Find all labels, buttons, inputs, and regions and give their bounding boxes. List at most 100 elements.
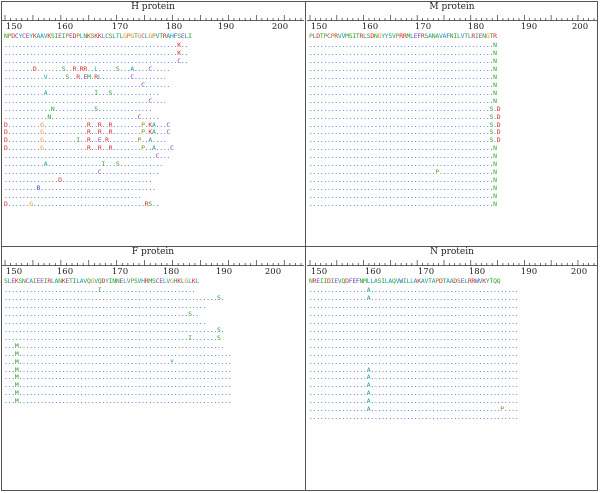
conserved-dot: . — [482, 357, 486, 366]
conserved-dot: . — [133, 293, 138, 302]
alignment-row: ........................................… — [4, 96, 188, 106]
conserved-dot: . — [14, 160, 19, 169]
conserved-dot: . — [18, 144, 23, 153]
residue: A — [366, 293, 371, 302]
conserved-dot: . — [43, 168, 48, 177]
conserved-dot: . — [87, 152, 91, 161]
conserved-dot: . — [79, 80, 84, 89]
conserved-dot: . — [18, 200, 23, 209]
conserved-dot: . — [36, 309, 41, 318]
conserved-dot: . — [388, 152, 393, 161]
conserved-dot: . — [144, 112, 149, 121]
conserved-dot: . — [413, 286, 418, 294]
conserved-dot: . — [25, 56, 30, 65]
conserved-dot: . — [352, 381, 356, 390]
residue: E — [11, 277, 15, 285]
conserved-dot: . — [334, 88, 338, 97]
conserved-dot: . — [144, 64, 149, 73]
conserved-dot: . — [327, 88, 331, 97]
conserved-dot: . — [373, 144, 378, 153]
residue: D — [4, 144, 8, 153]
conserved-dot: . — [97, 184, 102, 193]
conserved-dot: . — [50, 41, 55, 49]
conserved-dot: . — [475, 56, 479, 65]
conserved-dot: . — [413, 41, 418, 49]
conserved-dot: . — [123, 397, 127, 406]
conserved-dot: . — [413, 413, 418, 422]
residue: T — [319, 32, 324, 40]
conserved-dot: . — [180, 365, 185, 374]
conserved-dot: . — [58, 192, 62, 201]
conserved-dot: . — [319, 96, 324, 105]
alignment-row: ........................................… — [309, 144, 500, 153]
residue: P — [435, 277, 439, 285]
conserved-dot: . — [151, 112, 156, 121]
alignment-row: ........................................… — [309, 56, 500, 66]
conserved-dot: . — [449, 48, 454, 57]
residue: I — [188, 333, 192, 342]
conserved-dot: . — [489, 389, 494, 398]
conserved-dot: . — [345, 64, 349, 73]
conserved-dot: . — [334, 104, 338, 113]
conserved-dot: . — [413, 333, 418, 342]
conserved-dot: . — [29, 112, 33, 121]
conserved-dot: . — [431, 152, 436, 161]
conserved-dot: . — [482, 112, 486, 121]
conserved-dot: . — [101, 48, 106, 57]
conserved-dot: . — [25, 104, 30, 113]
conserved-dot: . — [105, 192, 109, 201]
conserved-dot: . — [319, 112, 324, 121]
conserved-dot: . — [424, 64, 429, 73]
residue: R — [79, 64, 84, 73]
conserved-dot: . — [316, 64, 320, 73]
conserved-dot: . — [47, 301, 51, 310]
conserved-dot: . — [180, 341, 185, 350]
conserved-dot: . — [363, 72, 367, 81]
residue: S — [115, 160, 120, 169]
residue: S — [133, 277, 138, 285]
conserved-dot: . — [406, 104, 411, 113]
conserved-dot: . — [133, 317, 138, 326]
conserved-dot: . — [115, 80, 120, 89]
residue: A — [36, 32, 41, 40]
conserved-dot: . — [101, 96, 106, 105]
conserved-dot: . — [101, 389, 106, 398]
conserved-dot: . — [471, 136, 476, 145]
conserved-dot: . — [180, 389, 185, 398]
residue: T — [68, 277, 73, 285]
conserved-dot: . — [395, 72, 400, 81]
conserved-dot: . — [40, 301, 44, 310]
conserved-dot: . — [312, 160, 317, 169]
conserved-dot: . — [424, 357, 429, 366]
conserved-dot: . — [475, 104, 479, 113]
conserved-dot: . — [76, 381, 80, 390]
alignment-row: ................A.......................… — [309, 286, 519, 295]
conserved-dot: . — [377, 373, 382, 382]
conserved-dot: . — [101, 104, 106, 113]
conserved-dot: . — [406, 80, 411, 89]
conserved-dot: . — [388, 176, 393, 185]
conserved-dot: . — [18, 286, 23, 294]
conserved-dot: . — [417, 80, 421, 89]
conserved-dot: . — [363, 301, 367, 310]
conserved-dot: . — [442, 144, 447, 153]
conserved-dot: . — [402, 144, 407, 153]
conserved-dot: . — [366, 120, 371, 129]
conserved-dot: . — [11, 200, 15, 209]
conserved-dot: . — [446, 349, 450, 358]
conserved-dot: . — [406, 357, 411, 366]
conserved-dot: . — [359, 136, 364, 145]
conserved-dot: . — [359, 317, 364, 326]
conserved-dot: . — [123, 301, 127, 310]
conserved-dot: . — [316, 120, 320, 129]
conserved-dot: . — [449, 333, 454, 342]
residue: Y — [105, 277, 109, 285]
conserved-dot: . — [482, 317, 486, 326]
conserved-dot: . — [334, 357, 338, 366]
conserved-dot: . — [370, 405, 374, 414]
conserved-dot: . — [381, 112, 385, 121]
conserved-dot: . — [453, 168, 457, 177]
conserved-dot: . — [90, 176, 95, 185]
conserved-dot: . — [141, 176, 145, 185]
tick-labels: 150 160 170 180 190 200 — [2, 22, 304, 32]
